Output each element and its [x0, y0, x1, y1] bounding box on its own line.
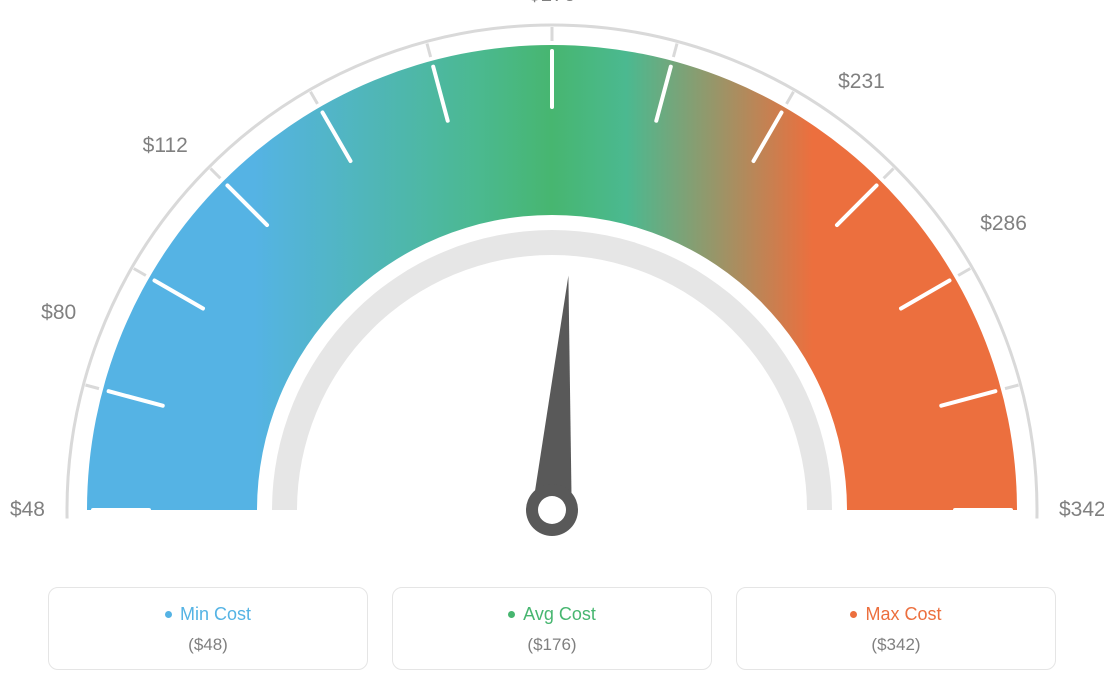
legend-label: Avg Cost	[523, 604, 596, 625]
outer-tick	[427, 43, 431, 57]
outer-tick	[673, 43, 677, 57]
legend-value: ($48)	[49, 635, 367, 655]
tick-label: $112	[143, 134, 188, 157]
legend-card: Max Cost ($342)	[736, 587, 1056, 670]
legend-card: Min Cost ($48)	[48, 587, 368, 670]
outer-tick	[210, 168, 220, 178]
outer-tick	[958, 269, 970, 276]
tick-label: $231	[838, 70, 885, 93]
needle	[532, 276, 572, 514]
tick-label: $286	[980, 212, 1027, 235]
tick-label: $80	[41, 301, 76, 324]
legend-label: Max Cost	[865, 604, 941, 625]
legend-card: Avg Cost ($176)	[392, 587, 712, 670]
gauge-svg: $48 $80 $112 $176 $231 $286 $342	[0, 0, 1104, 560]
legend-title: Min Cost	[165, 604, 251, 625]
outer-tick	[1005, 385, 1019, 389]
legend-title: Avg Cost	[508, 604, 596, 625]
outer-tick	[311, 92, 318, 104]
tick-label: $48	[10, 498, 45, 521]
legend-value: ($342)	[737, 635, 1055, 655]
outer-tick	[85, 385, 99, 389]
chart-container: $48 $80 $112 $176 $231 $286 $342 Min Cost ($48)…	[0, 0, 1104, 690]
outer-tick	[134, 269, 146, 276]
legend-dot-icon	[165, 611, 172, 618]
legend-label: Min Cost	[180, 604, 251, 625]
gauge: $48 $80 $112 $176 $231 $286 $342	[0, 0, 1104, 560]
needle-hub-inner	[538, 496, 566, 524]
outer-tick	[787, 92, 794, 104]
legend-value: ($176)	[393, 635, 711, 655]
legend-dot-icon	[850, 611, 857, 618]
tick-label: $342	[1059, 498, 1104, 521]
tick-label: $176	[529, 0, 576, 6]
legend-title: Max Cost	[850, 604, 941, 625]
legend-dot-icon	[508, 611, 515, 618]
legend-row: Min Cost ($48) Avg Cost ($176) Max Cost ($342…	[0, 587, 1104, 670]
outer-tick	[884, 168, 894, 178]
